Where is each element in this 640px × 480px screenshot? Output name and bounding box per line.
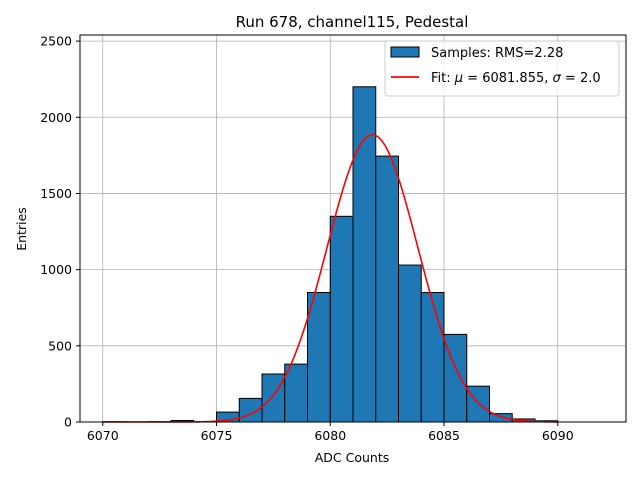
y-tick-label: 2000 xyxy=(40,110,72,125)
y-tick-label: 2500 xyxy=(40,34,72,49)
y-tick-label: 500 xyxy=(48,338,72,353)
x-axis-label: ADC Counts xyxy=(315,450,390,465)
legend-fit-label: Fit: μ = 6081.855, σ = 2.0 xyxy=(431,71,601,86)
y-tick-label: 0 xyxy=(64,415,72,430)
plot-frame xyxy=(79,34,627,423)
histogram-bar xyxy=(420,291,445,423)
y-tick-label: 1000 xyxy=(40,262,72,277)
histogram-bar xyxy=(329,215,354,423)
x-tick-label: 6085 xyxy=(428,428,460,443)
x-tick-label: 6090 xyxy=(542,428,574,443)
histogram-bar xyxy=(398,264,422,423)
histogram-bar xyxy=(284,363,308,423)
histogram-bar xyxy=(489,413,513,423)
y-axis-label: Entries xyxy=(14,207,29,251)
histogram-bar xyxy=(466,385,490,423)
histogram-bar xyxy=(261,373,286,423)
legend-histogram-swatch xyxy=(390,46,420,58)
legend: Samples: RMS=2.28 Fit: μ = 6081.855, σ =… xyxy=(384,40,620,97)
legend-histogram-label: Samples: RMS=2.28 xyxy=(431,46,563,61)
x-tick-label: 6080 xyxy=(314,428,346,443)
y-axis-ticks: 0 500 1000 1500 2000 2500 xyxy=(40,34,80,430)
x-tick-label: 6070 xyxy=(87,428,119,443)
x-axis-ticks: 6070 6075 6080 6085 6090 xyxy=(87,422,574,443)
histogram-bar xyxy=(375,155,399,423)
histogram-bar xyxy=(307,291,331,423)
y-tick-label: 1500 xyxy=(40,186,72,201)
histogram-bar xyxy=(352,86,377,423)
chart-title: Run 678, channel115, Pedestal xyxy=(236,13,469,31)
legend-box xyxy=(384,40,620,97)
x-tick-label: 6075 xyxy=(201,428,233,443)
